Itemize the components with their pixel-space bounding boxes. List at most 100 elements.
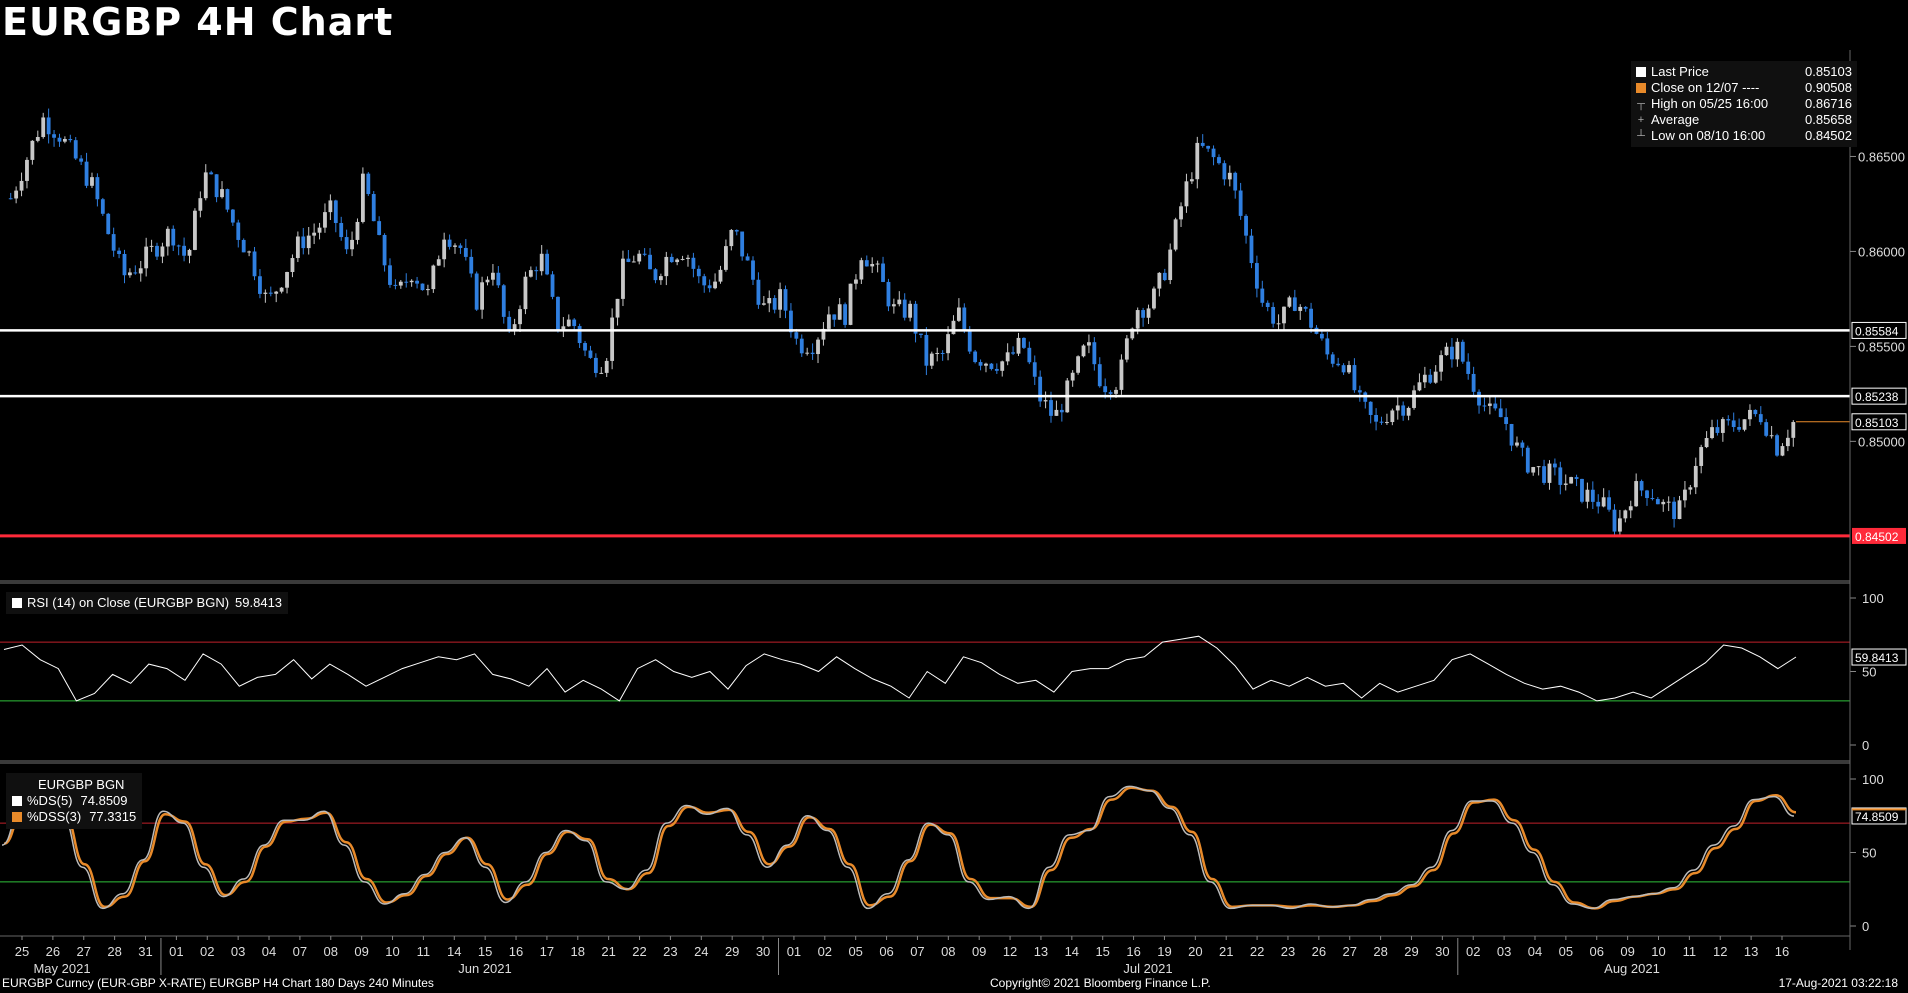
candle-body [1585,489,1590,502]
price-candle [978,359,983,371]
x-tick-label: 01 [169,944,183,959]
price-candle [891,298,896,314]
legend-label: High on 05/25 16:00 [1651,96,1769,111]
price-candle [713,273,717,290]
candle-body [1244,215,1248,236]
price-candle [631,255,636,263]
candle-body [1260,288,1265,303]
price-candle [1162,268,1167,282]
price-candle [1569,476,1574,484]
candle-body [631,261,636,263]
price-candle [30,140,35,165]
candle-body [306,235,311,249]
candle-body [702,276,707,286]
x-tick-label: 04 [262,944,276,959]
price-candle [339,216,344,241]
candle-body [642,253,647,255]
price-candle [962,303,967,334]
candle-body [225,189,230,210]
price-candle [1081,344,1086,358]
price-candle [1124,335,1129,363]
candle-body [859,260,864,280]
price-candle [1011,346,1015,356]
candle-body [241,239,246,253]
price-candle [1401,401,1406,421]
price-candle [68,134,73,143]
orange-square-icon [1636,83,1646,93]
price-candle [621,250,625,307]
candle-body [751,260,755,280]
x-tick-label: 22 [1250,944,1264,959]
candle-body [881,263,885,282]
candle-body [73,140,78,159]
x-tick-label: 21 [1219,944,1233,959]
candle-body [1704,438,1709,448]
candle-body [301,236,306,249]
candle-body [653,269,658,281]
price-candle [1655,497,1660,505]
candle-body [967,329,972,352]
x-tick-label: 08 [324,944,338,959]
price-candle [1444,342,1449,356]
price-candle [1227,165,1232,187]
legend-label: Last Price [1651,64,1709,79]
price-candle [1271,302,1276,328]
price-candle [1260,280,1265,307]
candle-body [420,283,425,291]
x-tick-label: 03 [1497,944,1511,959]
price-candle [187,248,192,264]
price-candle [1233,171,1238,199]
price-candle [274,290,279,303]
indicator-last-label: 74.8509 [1855,810,1899,824]
price-candle [886,278,891,312]
price-candle [1764,418,1769,438]
candle-body [1726,419,1731,421]
footer-timestamp: 17-Aug-2021 03:22:18 [1778,976,1898,990]
x-tick-label: 23 [663,944,677,959]
candle-body [1769,435,1774,437]
price-y-tick-label: 0.85500 [1858,339,1905,354]
candle-body [258,276,262,294]
candle-body [1043,400,1048,402]
price-candle [263,289,268,303]
price-candle [1623,509,1628,523]
x-tick-label: 18 [571,944,585,959]
candle-body [1645,490,1649,499]
candle-body [978,362,983,366]
price-candle [556,296,560,333]
candle-body [799,338,804,354]
price-candle [1287,295,1292,308]
price-candle [1639,479,1644,497]
candle-body [366,173,371,195]
price-candle [1265,300,1270,312]
price-candle [1152,286,1156,310]
price-candle [799,334,804,357]
price-candle [214,174,219,203]
candle-body [919,333,923,335]
price-candle [751,256,755,285]
dss-legend-label: %DS(5) [27,793,73,808]
dss-fast-line [1,785,1795,910]
price-candle [1466,353,1471,380]
candle-body [816,339,820,355]
x-tick-label: 19 [1157,944,1171,959]
price-candle [1000,360,1005,377]
price-candle [290,254,295,278]
candle-body [79,158,84,162]
price-candle [1450,338,1454,368]
price-candle [761,296,766,306]
price-candle [1612,504,1617,537]
candle-body [128,272,132,276]
candle-body [1000,361,1005,371]
candle-body [528,270,533,277]
price-candle [35,130,40,143]
legend-label: Low on 08/10 16:00 [1651,128,1766,143]
price-candle [496,266,501,288]
candle-body [1498,408,1503,418]
white-square-icon [12,796,22,806]
candle-body [1238,190,1243,216]
candle-body [122,254,127,276]
candle-body [1737,427,1742,430]
x-tick-label: 13 [1744,944,1758,959]
level-label: 0.84502 [1855,530,1899,544]
